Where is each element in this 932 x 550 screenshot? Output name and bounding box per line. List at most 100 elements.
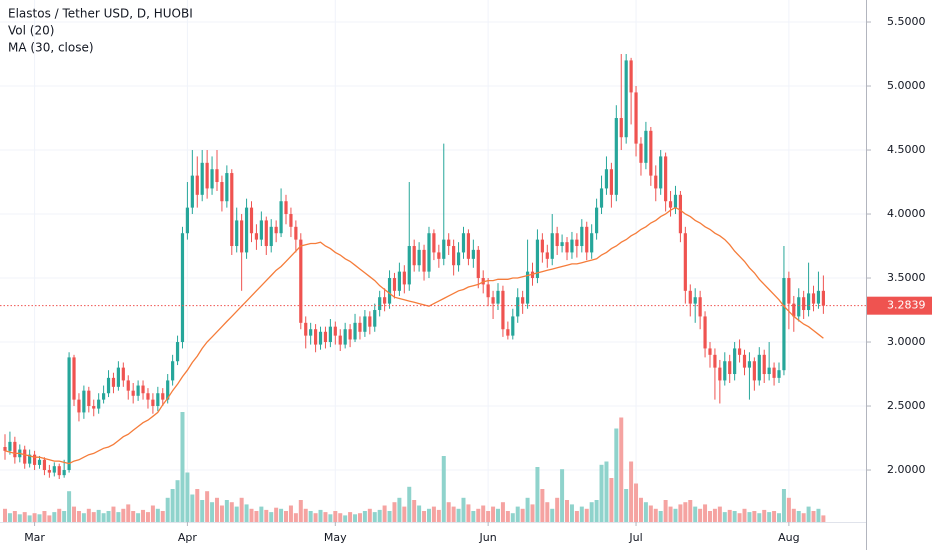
- volume-bar: [328, 514, 333, 522]
- volume-bar: [772, 511, 777, 522]
- volume-bar: [190, 494, 195, 522]
- candle-body: [486, 284, 490, 298]
- candle-body: [792, 303, 796, 317]
- candle-body: [639, 143, 643, 163]
- candle-body: [688, 290, 692, 304]
- candle-body: [92, 406, 96, 409]
- candle-body: [126, 380, 130, 391]
- candle-body: [447, 239, 451, 247]
- volume-bar: [362, 511, 367, 522]
- volume-bar: [791, 508, 796, 522]
- volume-bar: [712, 508, 717, 522]
- candle-body: [659, 156, 663, 189]
- volume-bar: [510, 513, 515, 522]
- candle-body: [220, 182, 224, 202]
- candle-body: [304, 322, 308, 336]
- candle-body: [442, 239, 446, 259]
- volume-bar: [727, 509, 732, 522]
- volume-bar: [732, 511, 737, 522]
- candle-body: [52, 466, 56, 473]
- volume-bar: [279, 508, 284, 522]
- candle-body: [328, 326, 332, 343]
- candle-body: [762, 354, 766, 375]
- volume-bar: [313, 513, 318, 522]
- y-tick-label: 4.0000: [887, 207, 926, 220]
- volume-bar: [693, 506, 698, 522]
- volume-bar: [62, 511, 67, 522]
- candle-body: [116, 367, 120, 387]
- candle-body: [32, 454, 37, 465]
- volume-bar: [417, 505, 422, 522]
- candle-body: [215, 169, 219, 183]
- candle-body: [555, 233, 559, 247]
- candle-body: [106, 377, 111, 394]
- volume-bar: [52, 512, 57, 522]
- candle-body: [264, 220, 268, 247]
- candle-body: [151, 399, 155, 407]
- candle-body: [175, 342, 180, 362]
- candle-body: [313, 329, 318, 345]
- volume-bar: [86, 508, 91, 522]
- volume-bar: [500, 502, 505, 522]
- volume-bar: [486, 511, 491, 522]
- x-tick-label: Jun: [479, 531, 497, 544]
- candle-body: [565, 242, 569, 253]
- volume-bar: [816, 508, 821, 522]
- volume-bar: [367, 508, 372, 522]
- volume-bar: [116, 512, 121, 522]
- candle-body: [673, 194, 678, 208]
- volume-bar: [121, 508, 126, 522]
- candle-body: [240, 220, 244, 253]
- volume-bar: [67, 491, 72, 522]
- volume-bar: [17, 514, 22, 522]
- volume-bar: [565, 500, 570, 522]
- volume-bar: [141, 509, 146, 522]
- candle-body: [821, 290, 825, 306]
- volume-bar: [515, 506, 520, 522]
- candle-body: [392, 278, 397, 291]
- candle-body: [506, 329, 510, 336]
- y-tick-label: 3.0000: [887, 335, 926, 348]
- candle-body: [496, 290, 500, 304]
- volume-bar: [505, 511, 510, 522]
- candle-body: [511, 316, 515, 336]
- candle-body: [540, 239, 544, 253]
- volume-bar: [47, 515, 52, 522]
- volume-bar: [550, 508, 555, 522]
- volume-bar: [37, 514, 42, 522]
- indicator-label: MA (30, close): [8, 41, 94, 55]
- candle-body: [289, 214, 293, 227]
- volume-bar: [57, 508, 62, 522]
- volume-bar: [589, 502, 594, 522]
- candle-body: [609, 169, 613, 195]
- candle-body: [811, 293, 816, 304]
- candle-body: [797, 297, 801, 317]
- candle-body: [259, 220, 263, 240]
- volume-bar: [145, 512, 150, 522]
- volume-bar: [540, 489, 545, 522]
- candle-body: [23, 449, 27, 464]
- candle-body: [723, 361, 727, 381]
- candle-body: [590, 233, 594, 253]
- volume-bar: [747, 512, 752, 522]
- volume-bar: [214, 497, 219, 522]
- candle-body: [254, 233, 259, 240]
- volume-bar: [658, 511, 663, 522]
- candle-body: [225, 173, 229, 202]
- candle-body: [757, 354, 761, 381]
- candle-body: [437, 252, 441, 259]
- candle-body: [230, 173, 234, 247]
- volume-bar: [614, 428, 619, 522]
- candle-body: [195, 175, 199, 195]
- volume-bar: [717, 506, 722, 522]
- volume-bar: [752, 511, 757, 522]
- volume-bar: [638, 497, 643, 522]
- volume-bar: [663, 500, 668, 522]
- candle-body: [338, 335, 342, 345]
- candle-body: [545, 252, 549, 259]
- candle-body: [560, 242, 564, 247]
- candle-body: [422, 249, 426, 272]
- volume-bar: [293, 513, 298, 522]
